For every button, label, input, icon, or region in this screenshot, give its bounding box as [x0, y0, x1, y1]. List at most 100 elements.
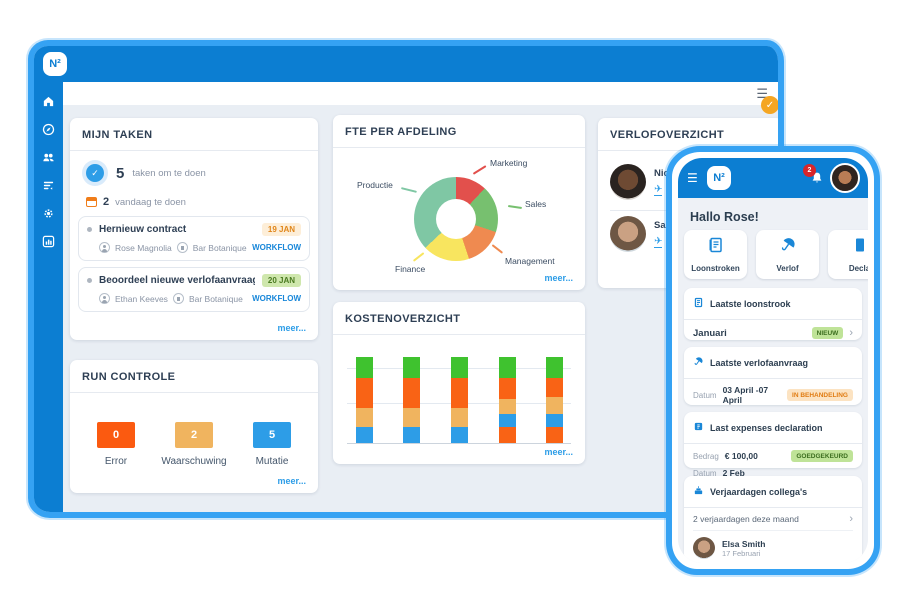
bar-segment [403, 426, 420, 443]
bar-segment [356, 407, 373, 427]
action-loonstroken[interactable]: Loonstroken [684, 230, 747, 279]
field-label: Datum [693, 390, 717, 400]
meer-link[interactable]: meer... [544, 273, 573, 283]
action-label: Verlof [776, 264, 799, 273]
card-laatste-loonstrook: Laatste loonstrook Januari NIEUW › [684, 288, 862, 340]
stacked-bar [499, 357, 516, 443]
callout-line [472, 165, 487, 175]
chevron-right-icon: › [849, 512, 853, 525]
plane-icon: ✈ [654, 184, 663, 196]
bell-icon[interactable] [810, 171, 824, 190]
todo-count: 5 [116, 164, 125, 182]
person-icon [99, 293, 110, 304]
pcard-title: Laatste loonstrook [710, 299, 791, 309]
bar-segment [451, 426, 468, 443]
umbrella-icon [779, 236, 797, 259]
bullet-dot-icon [87, 227, 92, 232]
meer-link[interactable]: meer... [544, 447, 573, 457]
pcard-title: Last expenses declaration [710, 423, 823, 433]
workflow-tag: WORKFLOW [252, 294, 301, 303]
status-badge: GOEDGEKEURD [791, 450, 853, 462]
phone-screen: ☰ N² 2 Hallo Rose! Loonstroken Verlof [678, 158, 868, 563]
bar-segment [499, 426, 516, 443]
birthday-date: 17 Februari [722, 548, 761, 558]
divider [684, 443, 862, 444]
bar-segment [451, 357, 468, 378]
today-count: 2 [103, 196, 110, 208]
card-title: FTE PER AFDELING [345, 126, 457, 138]
toolbar: ☰ [63, 82, 778, 105]
task-date-badge: 20 JAN [261, 274, 301, 287]
pcard-title: Laatste verlofaanvraag [710, 358, 809, 368]
employee-name: Sam [654, 220, 675, 231]
payslip-icon [707, 236, 725, 259]
error-count-box: 0 [97, 422, 135, 448]
task-person: Rose Magnolia [115, 242, 172, 253]
task-title: Hernieuw contract [99, 224, 187, 235]
pie-label-productie: Productie [357, 180, 393, 190]
field-value: € 100,00 [724, 451, 758, 461]
bar-segment [499, 377, 516, 400]
loonstrook-row[interactable]: Januari NIEUW › [684, 320, 862, 346]
home-icon[interactable] [42, 94, 56, 108]
stacked-bar [546, 357, 563, 443]
pcard-head: Verjaardagen collega's [684, 476, 862, 507]
birthday-row[interactable]: Elsa Smith 17 Februari [684, 531, 862, 563]
donut-chart [414, 177, 498, 261]
divider [70, 392, 318, 393]
profile-avatar[interactable] [830, 163, 860, 193]
bar-segment [403, 407, 420, 427]
callout-line [491, 244, 504, 254]
pie-label-marketing: Marketing [490, 158, 528, 168]
task-item[interactable]: Beoordeel nieuwe verlofaanvraag 20 JAN E… [78, 267, 310, 312]
kosten-bars [333, 357, 585, 443]
meer-link[interactable]: meer... [277, 323, 306, 333]
bar-segment [546, 397, 563, 414]
period: Januari [693, 327, 727, 339]
status-badge: IN BEHANDELING [787, 389, 853, 401]
today-label: vandaag te doen [115, 196, 186, 208]
phone-menu-icon[interactable]: ☰ [687, 171, 698, 185]
users-icon[interactable] [42, 150, 56, 164]
desktop-window: N² ☰ ✓ MIJN TAKEN [28, 40, 784, 518]
quick-actions: Loonstroken Verlof Decla [684, 230, 868, 279]
bar-segment [451, 407, 468, 427]
status-badge: NIEUW [811, 327, 844, 339]
expenses-datum-line: Datum 2 Feb [684, 465, 862, 481]
phone-mockup: ☰ N² 2 Hallo Rose! Loonstroken Verlof [666, 146, 880, 575]
payslip-icon [693, 295, 704, 313]
card-mijn-taken: MIJN TAKEN ✓ 5 taken om te doen 2 vandaa… [70, 118, 318, 340]
greeting-text: Hallo Rose! [690, 210, 759, 224]
dashboard-content: ✓ MIJN TAKEN ✓ 5 taken om te doen 2 vand… [63, 96, 778, 512]
rc-label: Error [104, 456, 128, 467]
umbrella-icon [693, 354, 704, 372]
rc-label: Waarschuwing [161, 456, 227, 467]
reports-chart-icon[interactable] [42, 234, 56, 248]
card-fte-per-afdeling: FTE PER AFDELING Marketing Productie Sal… [333, 115, 585, 290]
tasks-icon[interactable] [42, 178, 56, 192]
meer-link[interactable]: meer... [277, 476, 306, 486]
divider [693, 530, 853, 531]
birthday-summary-row[interactable]: 2 verjaardagen deze maand › [684, 508, 862, 528]
action-declaratie[interactable]: Decla [828, 230, 868, 279]
task-title: Beoordeel nieuwe verlofaanvraag [99, 275, 255, 286]
compass-icon[interactable] [42, 122, 56, 136]
notification-check-icon[interactable]: ✓ [761, 96, 778, 114]
settings-gear-icon[interactable] [42, 206, 56, 220]
sidebar [34, 82, 63, 512]
verlof-row[interactable]: Sam ✈12 [598, 214, 778, 258]
action-verlof[interactable]: Verlof [756, 230, 819, 279]
window-menu-icon[interactable]: ☰ [756, 86, 768, 101]
bar-segment [499, 399, 516, 414]
task-company: Bar Botanique [188, 293, 243, 304]
rc-mutatie: 5 Mutatie [232, 422, 312, 467]
phone-app-logo: N² [707, 166, 731, 190]
callout-line [412, 252, 425, 262]
task-item[interactable]: Hernieuw contract 19 JAN Rose Magnolia B… [78, 216, 310, 261]
today-summary: 2 vandaag te doen [70, 188, 318, 210]
card-verjaardagen: Verjaardagen collega's 2 verjaardagen de… [684, 476, 862, 563]
window-header [34, 46, 778, 82]
divider [684, 319, 862, 320]
divider [684, 378, 862, 379]
